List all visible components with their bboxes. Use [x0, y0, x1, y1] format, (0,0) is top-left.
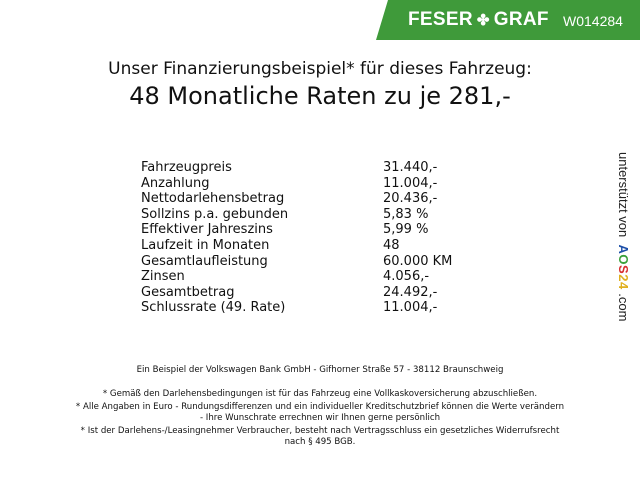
- title-line1: Unser Finanzierungsbeispiel* für dieses …: [108, 59, 532, 79]
- row-value: 20.436,-: [383, 191, 438, 207]
- brand-logo: FESER ✤ GRAF: [408, 9, 549, 31]
- row-label: Zinsen: [141, 269, 185, 285]
- row-label: Anzahlung: [141, 175, 210, 191]
- table-row: Gesamtbetrag 24.492,-: [141, 285, 461, 301]
- footnote-2a: * Alle Angaben in Euro - Rundungsdiffere…: [75, 402, 565, 412]
- row-value: 11.004,-: [383, 175, 438, 191]
- aos24-suffix: .com: [616, 293, 631, 322]
- footnote-1: * Gemäß den Darlehensbedingungen ist für…: [102, 389, 538, 399]
- row-value: 4.056,-: [383, 269, 430, 285]
- table-row: Gesamtlaufleistung 60.000 KM: [141, 254, 461, 270]
- bank-note: Ein Beispiel der Volkswagen Bank GmbH - …: [136, 365, 504, 375]
- row-value: 24.492,-: [383, 284, 438, 300]
- table-row: Fahrzeugpreis 31.440,-: [141, 160, 461, 176]
- row-value: 60.000 KM: [383, 253, 453, 269]
- footnote-2b: - Ihre Wunschrate errechnen wir Ihnen ge…: [199, 413, 441, 423]
- aos24-logo: AOS24: [616, 244, 631, 290]
- title-line2: 48 Monatliche Raten zu je 281,-: [129, 82, 511, 110]
- row-value: 31.440,-: [383, 160, 438, 175]
- table-row: Effektiver Jahreszins 5,99 %: [141, 222, 461, 238]
- row-label: Gesamtbetrag: [141, 284, 235, 300]
- row-value: 5,83 %: [383, 206, 429, 222]
- row-value: 11.004,-: [383, 300, 438, 316]
- row-label: Schlussrate (49. Rate): [141, 300, 286, 316]
- supported-by-text: unterstützt von: [616, 152, 631, 238]
- table-row: Schlussrate (49. Rate) 11.004,-: [141, 300, 461, 316]
- footnote-3a: * Ist der Darlehens-/Leasingnehmer Verbr…: [80, 426, 560, 436]
- footnote-3b: nach § 495 BGB.: [284, 437, 356, 447]
- row-label: Gesamtlaufleistung: [141, 253, 268, 269]
- row-value: 48: [383, 237, 400, 253]
- table-row: Nettodarlehensbetrag 20.436,-: [141, 191, 461, 207]
- table-row: Zinsen 4.056,-: [141, 269, 461, 285]
- finance-table: Fahrzeugpreis 31.440,- Anzahlung 11.004,- Ne…: [141, 160, 461, 316]
- vehicle-code: W014284: [563, 13, 623, 29]
- row-label: Laufzeit in Monaten: [141, 237, 270, 253]
- row-label: Effektiver Jahreszins: [141, 222, 273, 238]
- brand-right: GRAF: [493, 9, 549, 30]
- brand-left: FESER: [408, 9, 473, 30]
- table-row: Sollzins p.a. gebunden 5,83 %: [141, 207, 461, 223]
- row-label: Nettodarlehensbetrag: [141, 191, 285, 207]
- row-value: 5,99 %: [383, 222, 429, 238]
- row-label: Fahrzeugpreis: [141, 160, 232, 175]
- supported-by: unterstützt von AOS24 .com: [616, 152, 631, 321]
- clover-icon: ✤: [476, 12, 490, 29]
- row-label: Sollzins p.a. gebunden: [141, 206, 289, 222]
- header-band: [376, 0, 640, 40]
- table-row: Anzahlung 11.004,-: [141, 176, 461, 192]
- table-row: Laufzeit in Monaten 48: [141, 238, 461, 254]
